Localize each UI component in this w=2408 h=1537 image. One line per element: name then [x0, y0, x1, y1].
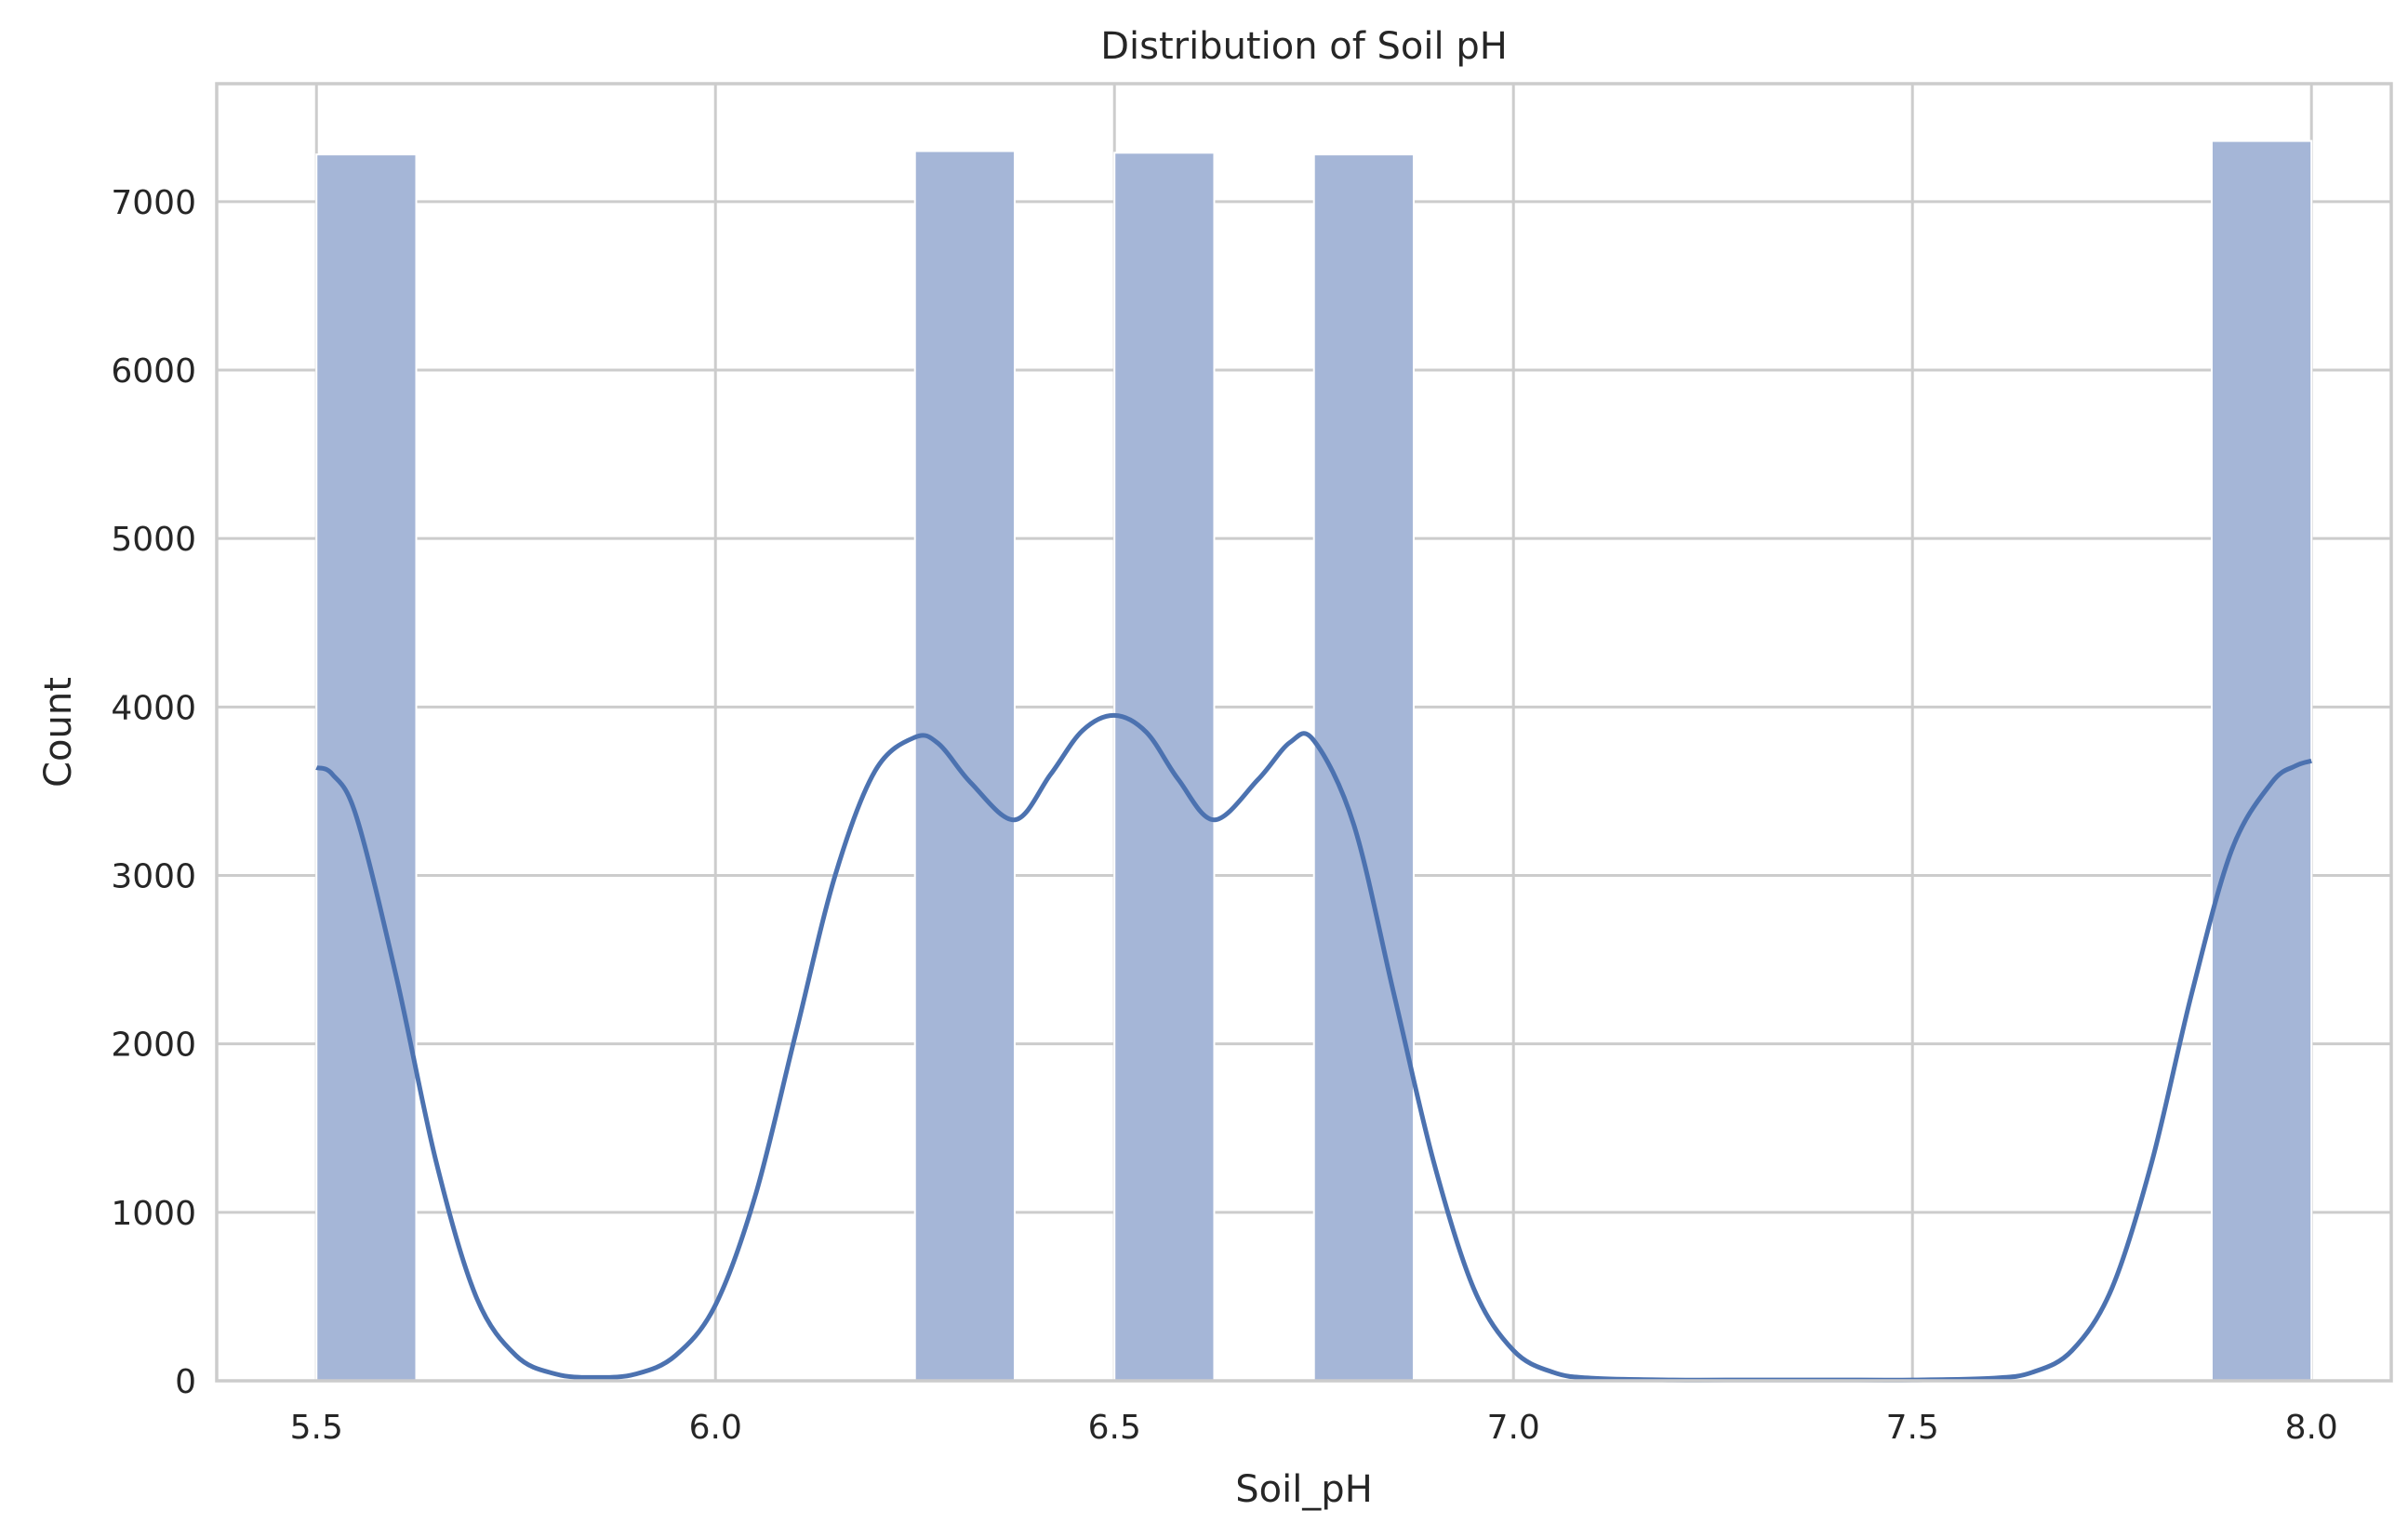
kde-curve-layer — [315, 712, 2312, 1383]
plot-frame — [215, 82, 2393, 1383]
histogram-bar — [1113, 152, 1216, 1383]
histogram-bar — [913, 150, 1016, 1382]
histogram-bar — [315, 153, 418, 1382]
y-tick-label: 1000 — [111, 1195, 196, 1233]
y-axis-label: Count — [37, 677, 80, 788]
x-tick-label: 5.5 — [290, 1409, 343, 1447]
x-axis-label: Soil_pH — [1235, 1468, 1373, 1511]
x-tick-label: 6.5 — [1088, 1409, 1141, 1447]
x-tick-label: 7.5 — [1886, 1409, 1939, 1447]
y-tick-label: 0 — [175, 1363, 196, 1401]
chart-title: Distribution of Soil pH — [1100, 25, 1508, 68]
kde-line — [315, 712, 2312, 1383]
x-tick-label: 8.0 — [2285, 1409, 2338, 1447]
x-tick-labels: 5.5 6.0 6.5 7.0 7.5 8.0 — [290, 1409, 2338, 1447]
y-tick-label: 6000 — [111, 352, 196, 391]
y-tick-labels: 0 1000 2000 3000 4000 5000 6000 7000 — [111, 184, 196, 1401]
histogram-bars — [315, 139, 2313, 1383]
x-tick-label: 6.0 — [689, 1409, 742, 1447]
histogram-bar — [2210, 139, 2313, 1382]
y-tick-label: 3000 — [111, 857, 196, 895]
y-tick-label: 7000 — [111, 184, 196, 222]
y-tick-label: 5000 — [111, 521, 196, 559]
x-tick-label: 7.0 — [1487, 1409, 1540, 1447]
y-tick-label: 2000 — [111, 1027, 196, 1065]
y-tick-label: 4000 — [111, 689, 196, 727]
